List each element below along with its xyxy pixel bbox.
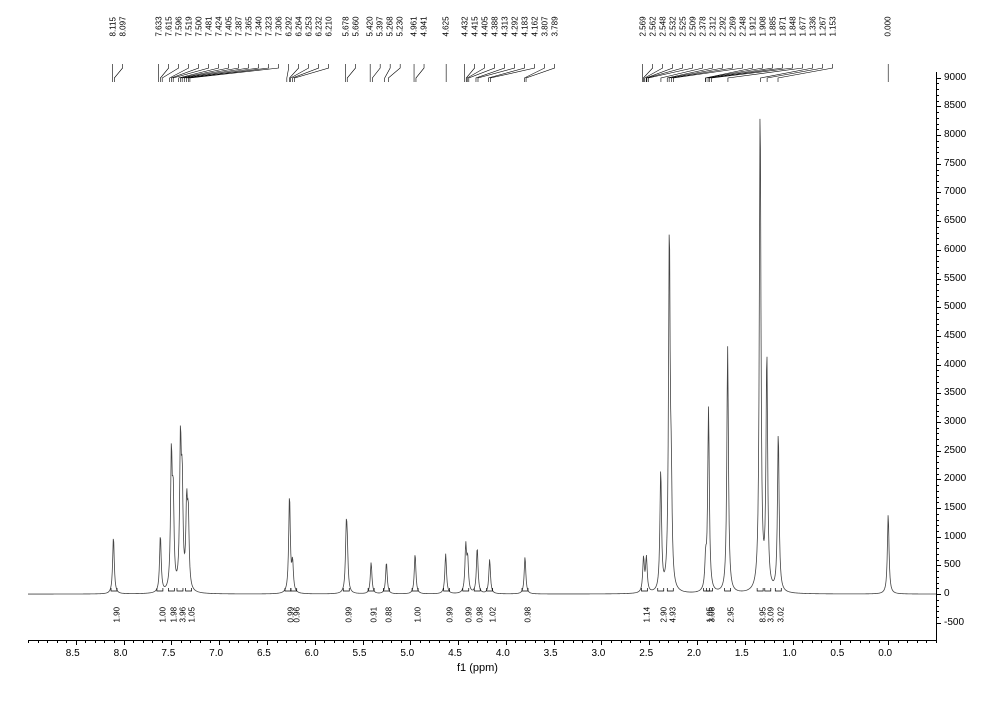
integral-label: 1.98 (170, 607, 179, 623)
peak-label: 2.248 (738, 16, 747, 36)
peak-label: 3.807 (540, 16, 549, 36)
peak-label: 2.269 (728, 16, 737, 36)
peak-label: 1.885 (768, 16, 777, 36)
peak-label: 2.378 (698, 16, 707, 36)
peak-label: 2.562 (648, 16, 657, 36)
peak-label: 4.415 (470, 16, 479, 36)
peak-label: 2.569 (638, 16, 647, 36)
integral-label: 3.02 (777, 607, 786, 623)
peak-label: 1.908 (758, 16, 767, 36)
peak-label: 5.268 (386, 16, 395, 36)
peak-label: 7.481 (204, 16, 213, 36)
peak-label: 7.500 (194, 16, 203, 36)
peak-label: 1.153 (828, 16, 837, 36)
integral-label: 1.14 (643, 607, 652, 623)
peak-label: 7.340 (254, 16, 263, 36)
peak-label: 8.097 (118, 16, 127, 36)
peak-label: 6.264 (294, 16, 303, 36)
peak-label: 4.432 (460, 16, 469, 36)
peak-label: 4.183 (520, 16, 529, 36)
peak-label: 8.115 (108, 17, 117, 36)
peak-label: 3.789 (550, 16, 559, 36)
peak-label: 2.292 (718, 16, 727, 36)
integral-label: 0.96 (292, 607, 301, 623)
integral-label: 3.08 (708, 607, 717, 623)
peak-label: 2.312 (708, 16, 717, 36)
peak-label: 1.267 (818, 16, 827, 36)
integral-label: 0.98 (476, 607, 485, 623)
peak-label: 6.210 (324, 16, 333, 36)
peak-label: 7.387 (234, 16, 243, 36)
integral-label: 0.91 (370, 607, 379, 623)
peak-label: 2.548 (658, 16, 667, 36)
peak-label: 5.420 (366, 16, 375, 36)
peak-label: 4.162 (530, 16, 539, 36)
peak-label: 7.323 (264, 16, 273, 36)
integral-label: 2.95 (726, 607, 735, 623)
peak-label: 5.397 (376, 16, 385, 36)
peak-label: 1.912 (748, 16, 757, 36)
integral-label: 0.88 (385, 607, 394, 623)
peak-label: 1.871 (778, 16, 787, 36)
peak-label: 4.292 (510, 16, 519, 36)
peak-label: 1.336 (808, 16, 817, 36)
peak-label: 6.232 (314, 16, 323, 36)
integral-label: 1.05 (187, 607, 196, 623)
integral-label: 1.02 (488, 607, 497, 623)
peak-label: 4.961 (410, 16, 419, 36)
integral-label: 1.90 (113, 607, 122, 623)
integral-label: 0.98 (524, 607, 533, 623)
peak-label: 0.000 (884, 16, 893, 36)
peak-label: 7.424 (214, 16, 223, 36)
integral-label: 3.09 (766, 607, 775, 623)
integral-label: 1.00 (414, 607, 423, 623)
peak-label: 5.660 (351, 16, 360, 36)
peak-label: 4.388 (490, 16, 499, 36)
integral-label: 0.99 (464, 607, 473, 623)
peak-label: 5.230 (396, 16, 405, 36)
integral-label: 3.96 (178, 607, 187, 623)
peak-label: 7.365 (244, 16, 253, 36)
peak-label: 7.596 (174, 16, 183, 36)
peak-label: 2.532 (668, 16, 677, 36)
peak-label: 4.941 (420, 16, 429, 36)
peak-label: 5.678 (341, 16, 350, 36)
peak-label: 6.292 (284, 16, 293, 36)
peak-label: 4.405 (480, 16, 489, 36)
peak-label: 4.313 (500, 16, 509, 36)
integral-label: 4.93 (669, 607, 678, 623)
peak-label: 2.525 (678, 16, 687, 36)
peak-label: 7.405 (224, 16, 233, 36)
peak-label: 2.509 (688, 16, 697, 36)
peak-label: 1.848 (788, 16, 797, 36)
integral-label: 0.99 (445, 607, 454, 623)
peak-label: 7.615 (164, 16, 173, 36)
peak-label: 7.519 (184, 16, 193, 36)
integral-label: 1.00 (158, 607, 167, 623)
peak-label: 1.677 (798, 16, 807, 36)
peak-label: 4.625 (442, 16, 451, 36)
spectrum-trace (0, 0, 1000, 714)
integral-label: 2.90 (659, 607, 668, 623)
peak-label: 6.253 (304, 16, 313, 36)
peak-label: 7.633 (154, 16, 163, 36)
integral-label: 0.99 (345, 607, 354, 623)
peak-label: 7.306 (274, 16, 283, 36)
